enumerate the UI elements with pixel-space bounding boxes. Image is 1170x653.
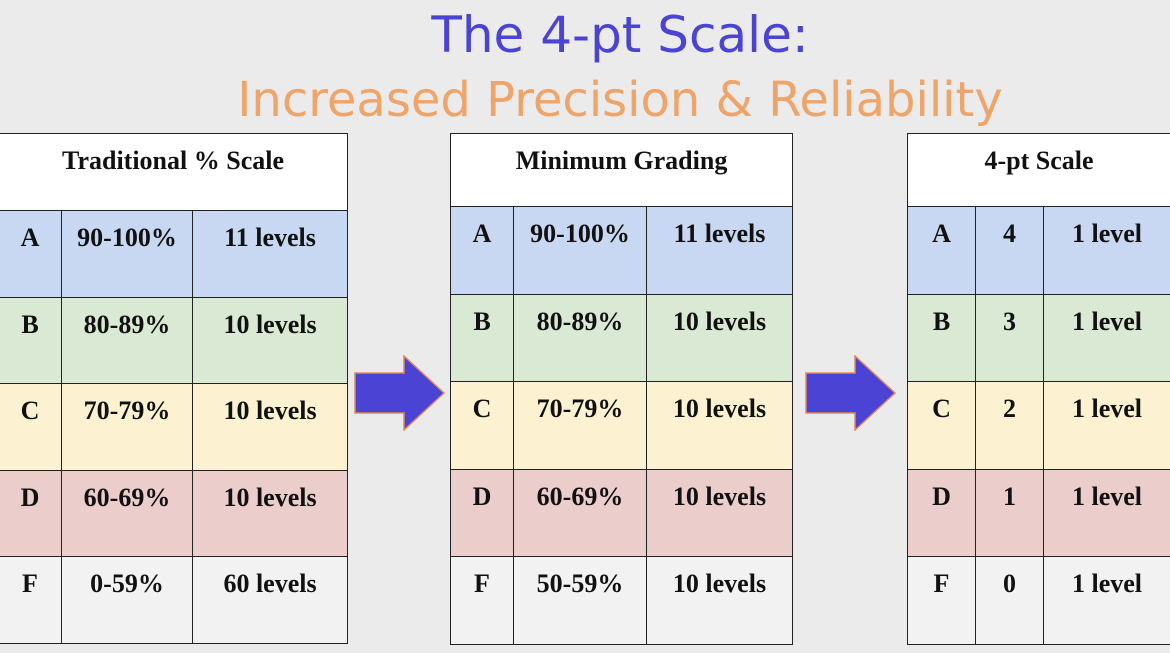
grade-letter: C — [0, 383, 62, 471]
grade-letter: F — [450, 556, 514, 645]
table-row: A 90-100% 11 levels — [450, 206, 794, 295]
table-row: F 50-59% 10 levels — [450, 556, 794, 645]
right-arrow-icon — [805, 355, 897, 431]
right-arrow-icon — [354, 355, 446, 431]
table-row: D 1 1 level — [907, 468, 1170, 557]
grade-levels: 1 level — [1042, 468, 1170, 557]
grade-range: 60-69% — [61, 469, 193, 557]
table-row: D 60-69% 10 levels — [450, 468, 794, 557]
grade-points: 2 — [975, 381, 1044, 470]
grade-letter: B — [450, 293, 514, 382]
grade-range: 70-79% — [61, 383, 193, 471]
grade-levels: 10 levels — [191, 383, 349, 471]
grade-levels: 1 level — [1042, 206, 1170, 295]
grade-letter: F — [907, 556, 976, 645]
table-row: A 4 1 level — [907, 206, 1170, 295]
grade-levels: 11 levels — [645, 206, 794, 295]
grade-points: 3 — [975, 293, 1044, 382]
table-row: B 3 1 level — [907, 293, 1170, 382]
table-row: B 80-89% 10 levels — [0, 296, 349, 384]
table-row: C 2 1 level — [907, 381, 1170, 470]
minimum-grading-table: Minimum Grading A 90-100% 11 levels B 80… — [449, 133, 794, 645]
grade-levels: 1 level — [1042, 381, 1170, 470]
grade-letter: F — [0, 556, 62, 644]
table-row: C 70-79% 10 levels — [0, 383, 349, 471]
grade-levels: 1 level — [1042, 293, 1170, 382]
slide-title: The 4-pt Scale: — [431, 6, 809, 64]
grade-levels: 11 levels — [191, 210, 349, 298]
grade-letter: A — [907, 206, 976, 295]
grade-levels: 10 levels — [645, 556, 794, 645]
grade-letter: D — [450, 468, 514, 557]
slide-subtitle: Increased Precision & Reliability — [237, 72, 1003, 128]
grade-letter: C — [907, 381, 976, 470]
grade-range: 70-79% — [513, 381, 647, 470]
table-row: B 80-89% 10 levels — [450, 293, 794, 382]
grade-points: 4 — [975, 206, 1044, 295]
grade-points: 0 — [975, 556, 1044, 645]
table-row: F 0 1 level — [907, 556, 1170, 645]
table-row: A 90-100% 11 levels — [0, 210, 349, 298]
traditional-scale-table: Traditional % Scale A 90-100% 11 levels … — [0, 133, 349, 644]
grade-levels: 1 level — [1042, 556, 1170, 645]
grade-levels: 10 levels — [191, 469, 349, 557]
grade-points: 1 — [975, 468, 1044, 557]
grade-range: 80-89% — [61, 296, 193, 384]
grade-levels: 60 levels — [191, 556, 349, 644]
grade-range: 60-69% — [513, 468, 647, 557]
table-header: 4-pt Scale — [906, 133, 1170, 207]
table-row: C 70-79% 10 levels — [450, 381, 794, 470]
grade-letter: A — [0, 210, 62, 298]
grade-letter: B — [907, 293, 976, 382]
grade-levels: 10 levels — [645, 381, 794, 470]
grade-letter: C — [450, 381, 514, 470]
grade-levels: 10 levels — [191, 296, 349, 384]
grade-range: 80-89% — [513, 293, 647, 382]
grade-levels: 10 levels — [645, 468, 794, 557]
table-row: D 60-69% 10 levels — [0, 469, 349, 557]
grade-levels: 10 levels — [645, 293, 794, 382]
grade-range: 0-59% — [61, 556, 193, 644]
grade-letter: B — [0, 296, 62, 384]
table-row: F 0-59% 60 levels — [0, 556, 349, 644]
grade-range: 50-59% — [513, 556, 647, 645]
four-point-scale-table: 4-pt Scale A 4 1 level B 3 1 level C 2 1… — [906, 133, 1170, 645]
table-header: Minimum Grading — [449, 133, 794, 207]
grade-range: 90-100% — [513, 206, 647, 295]
grade-letter: A — [450, 206, 514, 295]
grade-range: 90-100% — [61, 210, 193, 298]
grade-letter: D — [0, 469, 62, 557]
grade-letter: D — [907, 468, 976, 557]
table-header: Traditional % Scale — [0, 133, 349, 211]
